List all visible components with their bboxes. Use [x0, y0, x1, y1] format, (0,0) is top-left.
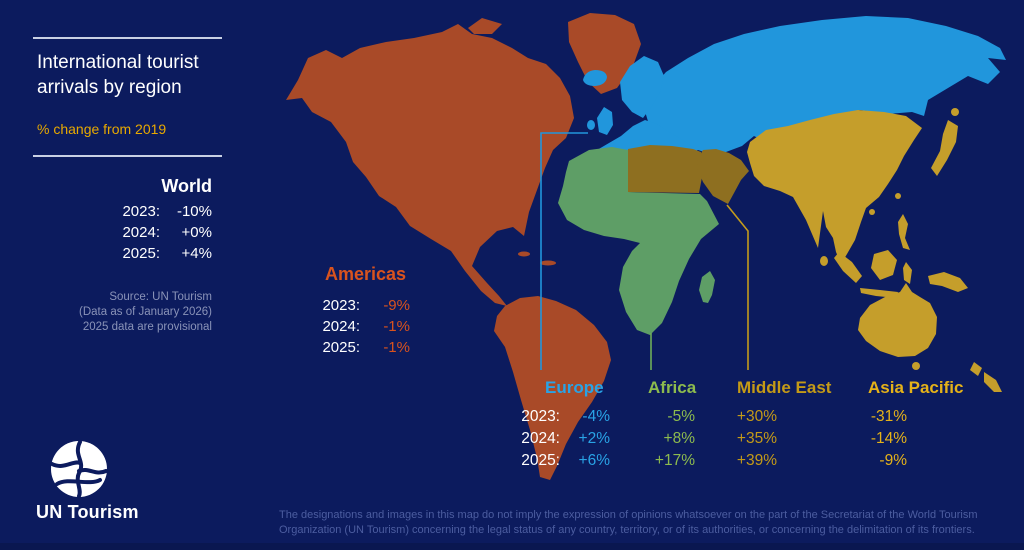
africa-value-2024: +8% — [663, 430, 695, 447]
middle-east-value-2023: +30% — [736, 408, 777, 425]
world-row-2023: 2023: -10% — [122, 203, 212, 220]
world-data: 2023: -10% 2024: +0% 2025: +4% — [60, 203, 212, 262]
asia-pacific-value-2024: -14% — [870, 430, 907, 447]
map-region-middle-east — [628, 145, 749, 204]
africa-value-2023: -5% — [667, 408, 695, 425]
africa-label: Africa — [648, 378, 697, 397]
map-disclaimer: The designations and images in this map … — [279, 509, 978, 536]
asia-pacific-label: Asia Pacific — [868, 378, 964, 397]
europe-value-2025: +6% — [578, 452, 610, 469]
americas-row-2023: 2023: -9% — [322, 297, 410, 314]
asia-pacific-value-2023: -31% — [870, 408, 907, 425]
americas-data: 2023: -9% 2024: -1% 2025: -1% — [312, 297, 410, 356]
page-title: International tourist arrivals by region — [37, 52, 199, 98]
middle-east-label: Middle East — [737, 378, 832, 397]
world-row-2024: 2024: +0% — [122, 224, 212, 241]
americas-row-2024: 2024: -1% — [322, 318, 410, 335]
year-label-2025: 2025: — [521, 452, 560, 469]
africa-value-2025: +17% — [654, 452, 695, 469]
europe-label: Europe — [545, 378, 604, 397]
page-subtitle: % change from 2019 — [37, 121, 167, 137]
middle-east-leader-line — [726, 204, 749, 370]
americas-row-2025: 2025: -1% — [322, 339, 410, 356]
world-row-2025: 2025: +4% — [122, 245, 212, 262]
americas-label: Americas — [325, 264, 407, 284]
map-region-africa — [558, 147, 719, 335]
europe-leader-line — [540, 132, 588, 370]
europe-value-2024: +2% — [578, 430, 610, 447]
un-tourism-wordmark: UN Tourism — [36, 502, 139, 522]
top-divider — [33, 37, 222, 39]
bottom-bar — [0, 543, 1024, 550]
world-label: World — [161, 176, 212, 196]
middle-east-value-2024: +35% — [736, 430, 777, 447]
mid-divider — [33, 155, 222, 157]
europe-value-2023: -4% — [582, 408, 610, 425]
un-tourism-logo-icon — [50, 440, 108, 498]
asia-pacific-value-2025: -9% — [879, 452, 907, 469]
map-region-asia-pacific — [747, 108, 1002, 392]
year-label-2024: 2024: — [521, 430, 560, 447]
middle-east-value-2025: +39% — [736, 452, 777, 469]
year-label-2023: 2023: — [521, 408, 560, 425]
source-note: Source: UN Tourism (Data as of January 2… — [79, 291, 212, 333]
